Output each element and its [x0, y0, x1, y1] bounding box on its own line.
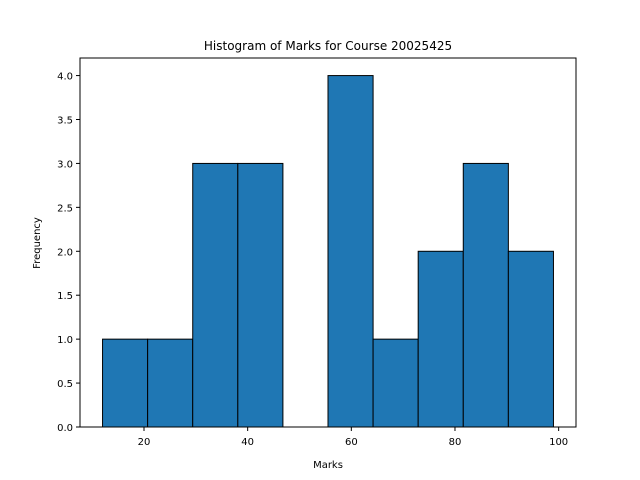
- x-tick-label: 80: [449, 437, 462, 448]
- histogram-bar-0: [102, 338, 149, 428]
- y-tick-label: 2.5: [57, 203, 73, 214]
- x-axis-ticks: 20 40 60 80 100: [138, 427, 568, 448]
- y-tick-label: 2.0: [57, 247, 73, 258]
- y-tick-label: 0.0: [57, 423, 73, 434]
- y-tick-label: 4.0: [57, 72, 73, 83]
- y-tick-label: 3.5: [57, 116, 73, 127]
- histogram-bar-2: [192, 162, 239, 428]
- histogram-bar-3: [237, 162, 284, 428]
- histogram-bar-7: [417, 250, 464, 428]
- histogram-bar-5: [327, 75, 374, 428]
- x-tick-label: 60: [345, 437, 358, 448]
- histogram-bar-8: [462, 162, 509, 428]
- y-tick-label: 1.5: [57, 291, 73, 302]
- y-axis-ticks: 0.0 0.5 1.0 1.5 2.0 2.5 3.0 3.5 4.0: [57, 72, 80, 434]
- y-tick-label: 0.5: [57, 379, 73, 390]
- histogram-bar-6: [372, 338, 419, 428]
- plot-frame: [79, 57, 577, 428]
- histogram-bar-1: [147, 338, 194, 428]
- x-tick-label: 20: [138, 437, 151, 448]
- histogram-bar-9: [507, 250, 554, 428]
- x-axis-label: Marks: [313, 460, 343, 471]
- x-tick-label: 40: [241, 437, 254, 448]
- chart-title: Histogram of Marks for Course 20025425: [204, 39, 452, 53]
- x-tick-label: 100: [549, 437, 568, 448]
- bars-group: [102, 75, 554, 428]
- y-tick-label: 3.0: [57, 159, 73, 170]
- y-axis-label: Frequency: [32, 217, 43, 269]
- y-tick-label: 1.0: [57, 335, 73, 346]
